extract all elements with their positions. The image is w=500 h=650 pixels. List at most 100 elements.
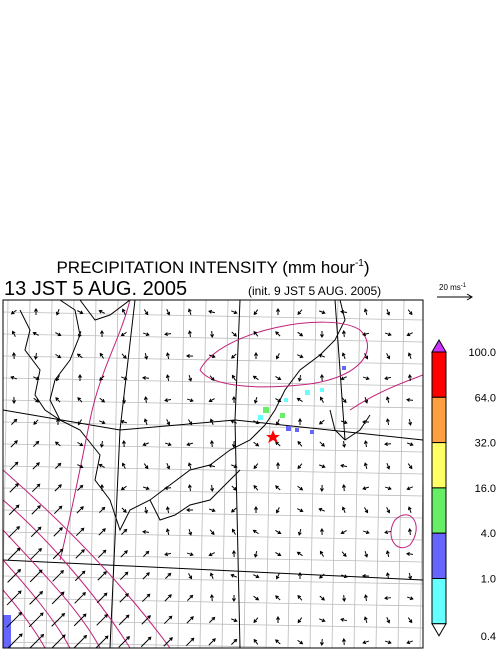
- wind-arrow: [186, 552, 194, 557]
- wind-arrow: [297, 485, 304, 491]
- wind-arrow: [140, 636, 152, 648]
- wind-arrow: [340, 463, 348, 468]
- init-time: (init. 9 JST 5 AUG. 2005): [248, 284, 381, 298]
- wind-arrow: [231, 374, 236, 381]
- wind-arrow: [320, 528, 324, 536]
- wind-arrow: [11, 352, 16, 360]
- map-frame: [2, 299, 424, 649]
- wind-arrow: [341, 397, 347, 404]
- wind-arrow: [362, 574, 370, 578]
- wind-arrow: [9, 461, 19, 471]
- location-star: [266, 430, 280, 443]
- wind-arrow: [187, 308, 192, 316]
- wind-arrow: [55, 332, 62, 337]
- wind-arrow: [32, 331, 39, 336]
- wind-arrow: [275, 376, 282, 381]
- wind-arrow: [318, 507, 325, 512]
- wind-arrow: [30, 548, 42, 560]
- wind-arrow: [230, 573, 237, 578]
- wind-arrow: [253, 441, 260, 447]
- wind-arrow: [29, 590, 44, 605]
- wind-arrow: [363, 462, 368, 470]
- grid-line: [221, 300, 229, 648]
- wind-arrow: [385, 418, 390, 426]
- wind-arrow: [166, 463, 171, 470]
- wind-ref-text: 20 ms: [439, 283, 461, 292]
- wind-arrow: [33, 419, 39, 425]
- wind-arrow: [253, 617, 259, 624]
- wind-arrow: [320, 330, 324, 338]
- wind-arrow: [99, 420, 106, 425]
- wind-arrow: [341, 352, 346, 359]
- grid-line: [3, 300, 9, 614]
- wind-arrow: [29, 569, 43, 583]
- scale-label: 64.0: [475, 392, 496, 404]
- wind-arrow: [296, 551, 303, 557]
- wind-arrow: [407, 352, 412, 359]
- wind-arrow: [10, 375, 18, 380]
- wind-arrow: [73, 613, 87, 627]
- wind-arrow: [319, 595, 325, 601]
- wind-arrow: [319, 441, 325, 447]
- wind-arrow: [33, 397, 40, 403]
- wind-arrow: [297, 617, 303, 624]
- wind-arrow: [407, 463, 413, 470]
- wind-arrow: [77, 441, 84, 447]
- wind-arrow: [406, 551, 414, 556]
- wind-arrow: [341, 330, 346, 338]
- grid-line: [3, 531, 423, 541]
- wind-arrow: [55, 353, 62, 359]
- wind-arrow: [341, 484, 346, 492]
- wind-arrow: [298, 418, 302, 426]
- wind-arrow: [55, 375, 60, 382]
- wind-arrow: [384, 486, 392, 491]
- wind-arrow: [406, 397, 414, 402]
- wind-arrow: [209, 572, 214, 579]
- wind-arrow: [77, 419, 83, 426]
- wind-arrow: [318, 419, 325, 425]
- wind-arrow: [208, 463, 216, 468]
- wind-arrow: [275, 573, 280, 580]
- scale-label: 100.0: [468, 347, 496, 359]
- wind-arrow: [209, 375, 215, 382]
- wind-arrow: [122, 396, 127, 404]
- grid-line: [3, 575, 423, 585]
- wind-arrow: [230, 507, 237, 513]
- wind-arrow: [12, 396, 16, 404]
- scale-segment: [431, 532, 447, 580]
- wind-arrow: [209, 508, 216, 513]
- wind-arrow: [10, 440, 18, 448]
- wind-arrow: [407, 528, 412, 536]
- wind-arrow: [142, 332, 150, 337]
- wind-arrow: [144, 352, 149, 360]
- scale-segment: [431, 396, 447, 444]
- wind-arrow: [75, 527, 85, 537]
- wind-arrow: [364, 550, 369, 558]
- wind-arrow: [51, 634, 66, 648]
- wind-arrow: [74, 570, 86, 582]
- wind-ref-sup: -1: [461, 283, 467, 289]
- wind-arrow: [386, 309, 391, 316]
- wind-arrow: [253, 574, 260, 579]
- wind-arrow: [95, 635, 109, 648]
- wind-arrow: [96, 592, 108, 604]
- wind-arrow: [406, 332, 413, 337]
- wind-arrow: [275, 419, 280, 426]
- wind-arrow: [362, 640, 370, 645]
- wind-arrow: [232, 396, 236, 404]
- wind-arrow: [55, 309, 60, 316]
- wind-arrow: [185, 637, 195, 647]
- wind-ref-label: 20 ms-1: [439, 283, 467, 292]
- wind-arrow: [53, 505, 63, 515]
- wind-arrow: [208, 638, 216, 646]
- wind-arrow: [342, 594, 347, 602]
- grid-line: [3, 553, 423, 563]
- wind-arrow: [55, 462, 62, 469]
- grid-line: [3, 619, 423, 629]
- grid-line: [3, 377, 423, 387]
- wind-arrow: [33, 440, 40, 447]
- color-scale: 100.0 64.0 32.0 16.0 4.0 1.0 0.4: [431, 339, 496, 643]
- grid-line: [23, 300, 31, 648]
- wind-arrow: [186, 353, 194, 358]
- wind-arrow: [34, 308, 38, 316]
